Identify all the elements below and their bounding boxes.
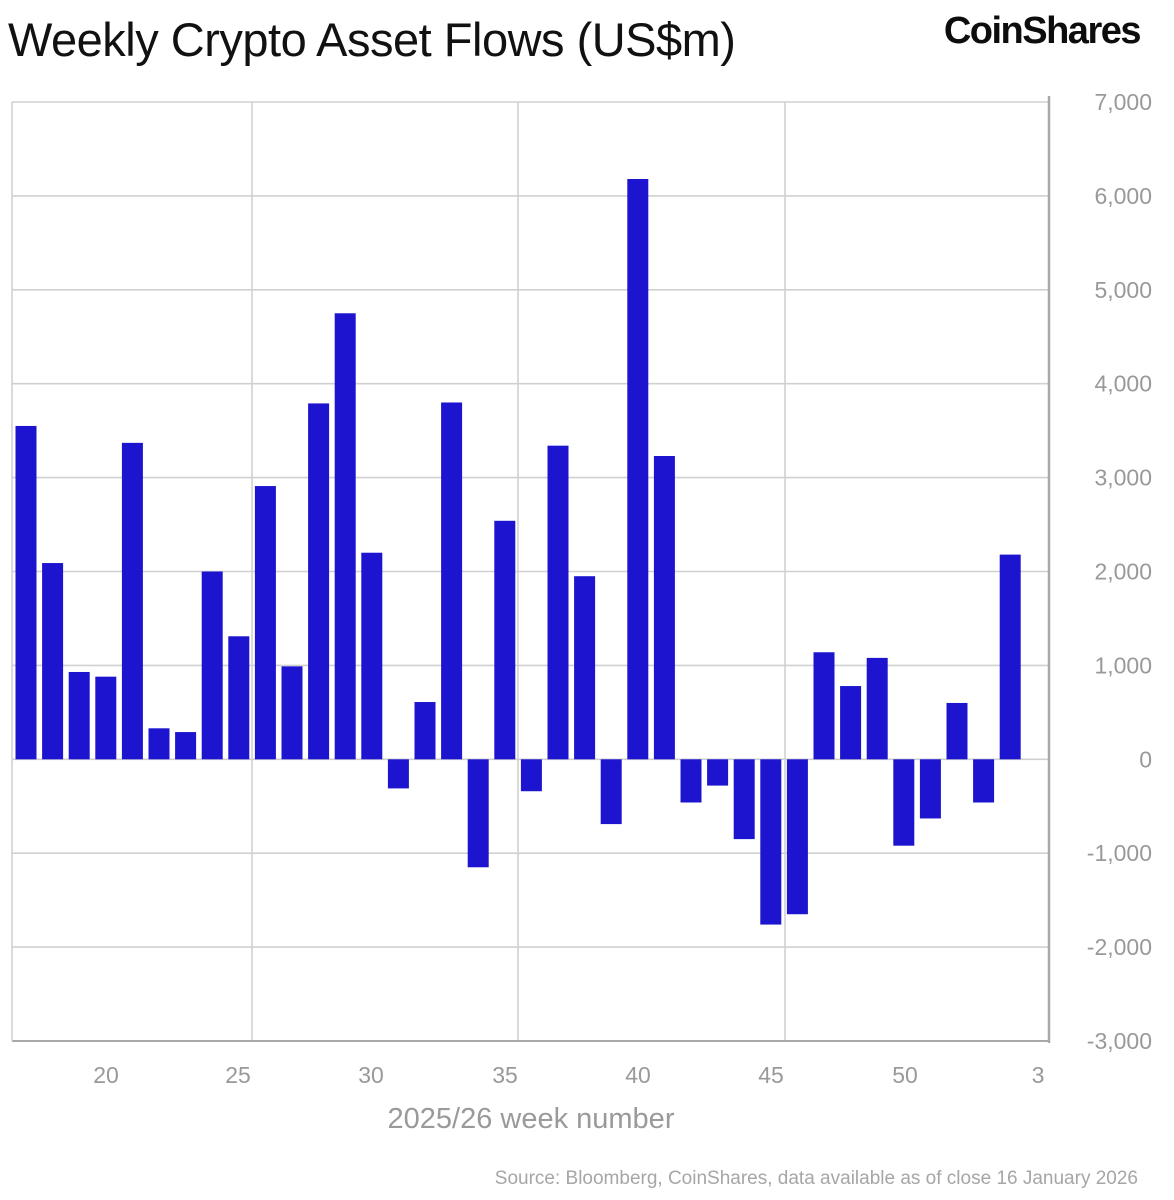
y-tick-label: 5,000 [1094,277,1152,303]
x-tick-label: 40 [625,1062,651,1088]
y-tick-label: 1,000 [1094,652,1152,678]
x-tick-label: 45 [758,1062,784,1088]
bar-week-1 [973,759,995,803]
bar-week-46 [786,759,808,915]
bar-week-23 [175,732,197,760]
gridlines [12,101,1049,1042]
bar-week-33 [441,402,463,760]
bar-week-28 [308,403,330,760]
bar-week-52 [946,702,968,760]
bar-week-27 [281,666,303,760]
bar-week-31 [387,759,409,789]
bar-week-18 [42,563,64,760]
bar-week-25 [228,636,250,760]
bar-week-21 [121,442,143,760]
x-tick-label: 50 [892,1062,918,1088]
bar-week-20 [95,676,117,760]
bar-week-43 [707,759,729,786]
x-tick-label: 3 [1032,1062,1045,1088]
bar-week-45 [760,759,782,925]
bar-week-35 [494,520,516,760]
bar-week-51 [919,759,941,819]
bar-week-29 [334,313,356,760]
axes [11,96,1051,1043]
bar-week-19 [68,671,90,760]
y-tick-label: -2,000 [1087,934,1152,960]
x-tick-label: 35 [492,1062,518,1088]
bar-week-48 [840,686,862,760]
bar-week-22 [148,728,170,760]
bar-week-38 [574,576,596,760]
y-tick-label: 4,000 [1094,371,1152,397]
y-tick-label: 7,000 [1094,89,1152,115]
x-tick-label: 20 [93,1062,119,1088]
bar-week-30 [361,552,383,760]
y-tick-label: 6,000 [1094,183,1152,209]
bar-week-44 [733,759,755,840]
bar-week-49 [866,657,888,760]
y-tick-label: 3,000 [1094,465,1152,491]
tick-labels: 7,000 6,000 5,000 4,000 3,000 2,000 1,000 0 -1,0… [93,89,1152,1088]
chart-area: 7,000 6,000 5,000 4,000 3,000 2,000 1,000 0 -1,0… [11,89,1152,1135]
bar-week-36 [520,759,542,792]
x-axis-title: 2025/26 week number [388,1103,675,1135]
bar-week-17 [15,425,37,760]
bar-week-24 [201,571,223,760]
bar-series [15,178,1021,925]
bar-week-34 [467,759,489,868]
y-tick-label: -3,000 [1087,1028,1152,1054]
bar-week-26 [254,486,276,760]
bar-week-41 [653,456,675,760]
bar-week-42 [680,759,702,803]
y-tick-label: 2,000 [1094,559,1152,585]
y-tick-label: -1,000 [1087,840,1152,866]
bar-week-40 [627,178,649,760]
x-tick-label: 30 [358,1062,384,1088]
bar-week-39 [600,759,622,825]
bar-week-37 [547,445,569,760]
x-tick-label: 25 [225,1062,251,1088]
source-note: Source: Bloomberg, CoinShares, data avai… [494,1168,1138,1189]
y-tick-label: 0 [1139,746,1152,772]
bar-week-47 [813,652,835,760]
coinshares-logo: CoinShares [943,10,1142,52]
bar-week-50 [893,759,915,846]
page-title: Weekly Crypto Asset Flows (US$m) [8,13,736,66]
bar-week-2 [999,554,1021,760]
bar-week-32 [414,702,436,760]
